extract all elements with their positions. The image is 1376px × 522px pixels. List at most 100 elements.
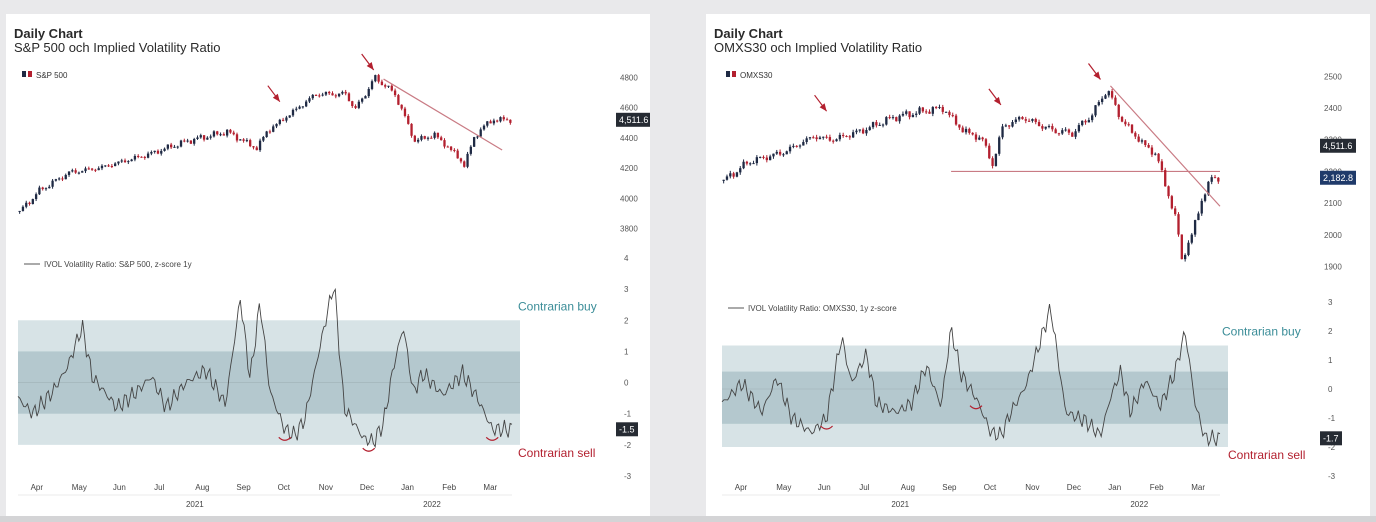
candle <box>729 173 732 177</box>
candle <box>792 145 795 147</box>
candle <box>1027 120 1031 122</box>
candle <box>71 170 74 172</box>
indicator-tick-label: -2 <box>1328 443 1336 452</box>
trend-line <box>1109 85 1221 207</box>
x-month-label: Apr <box>735 483 748 492</box>
candle <box>1011 122 1014 127</box>
x-month-label: Dec <box>1067 483 1081 492</box>
candle <box>21 206 25 211</box>
candle <box>34 194 38 200</box>
legend-swatch-down <box>28 71 32 77</box>
candle <box>915 113 918 115</box>
candle <box>25 202 28 207</box>
candle <box>1183 254 1187 260</box>
candle <box>285 117 288 121</box>
price-tag-secondary-label: 4,511.6 <box>1323 141 1352 151</box>
candle <box>420 136 423 140</box>
candle <box>828 137 832 141</box>
candle <box>908 111 911 118</box>
price-tick-label: 4000 <box>620 194 638 203</box>
candle <box>921 107 925 112</box>
candle <box>1034 119 1037 123</box>
candle <box>229 129 232 133</box>
candle <box>745 161 749 164</box>
candle <box>146 153 150 158</box>
candle <box>446 146 449 148</box>
candle <box>281 119 285 121</box>
candle <box>331 93 334 96</box>
candle <box>838 134 842 140</box>
candle <box>1140 140 1144 142</box>
candle <box>321 94 324 96</box>
candle <box>337 93 341 97</box>
candle <box>742 161 745 169</box>
candle <box>482 125 486 130</box>
candle <box>1100 98 1104 103</box>
x-month-label: Sep <box>942 483 957 492</box>
candle <box>1107 91 1110 96</box>
candle <box>855 130 858 133</box>
candle <box>107 165 110 167</box>
trend-line <box>383 78 503 151</box>
candle <box>183 140 186 142</box>
candle <box>476 136 479 138</box>
candle <box>163 148 166 151</box>
price-tick-label: 1900 <box>1324 262 1342 271</box>
candle <box>1170 196 1174 209</box>
x-month-label: Sep <box>236 483 251 492</box>
candle <box>239 139 242 141</box>
price-tick-label: 4400 <box>620 134 638 143</box>
x-month-label: May <box>776 483 791 492</box>
candle <box>216 131 219 135</box>
contrarian-buy-label: Contrarian buy <box>1222 325 1301 339</box>
candle <box>67 171 71 175</box>
candle <box>199 135 202 138</box>
candle <box>1177 214 1180 235</box>
x-month-label: Nov <box>1025 483 1039 492</box>
candle <box>842 134 845 136</box>
candle <box>275 123 278 127</box>
indicator-tick-label: 0 <box>624 379 629 388</box>
candle <box>735 172 739 177</box>
candle <box>1037 122 1041 127</box>
candle <box>1210 177 1213 182</box>
candle <box>1081 120 1084 126</box>
candle <box>1117 104 1120 117</box>
candle <box>318 95 321 97</box>
candle <box>354 106 357 108</box>
candle <box>430 137 433 139</box>
indicator-last-tag <box>616 422 638 437</box>
candle <box>94 169 97 171</box>
candle <box>1094 105 1097 116</box>
candle <box>469 146 472 154</box>
candle <box>925 111 928 113</box>
candle <box>166 144 169 149</box>
candle <box>944 111 948 113</box>
price-last-tag <box>1320 170 1356 185</box>
price-tick-label: 2000 <box>1324 231 1342 240</box>
candle <box>114 163 117 167</box>
candle <box>443 140 446 147</box>
candle <box>38 187 41 195</box>
candle <box>463 161 466 167</box>
candle <box>54 179 58 181</box>
candle <box>812 137 815 139</box>
price-tick-label: 2100 <box>1324 199 1342 208</box>
candle <box>931 107 934 114</box>
candle <box>865 129 868 134</box>
indicator-tick-label: 4 <box>624 254 629 263</box>
candle <box>400 104 403 109</box>
candle <box>1157 153 1160 162</box>
candle <box>1150 147 1154 155</box>
candle <box>888 117 891 119</box>
candle <box>1193 220 1197 235</box>
candle <box>489 121 492 124</box>
candle <box>988 145 991 159</box>
candle <box>416 139 420 142</box>
candle <box>765 157 768 161</box>
candle <box>77 172 81 174</box>
candle <box>1057 133 1061 135</box>
candle <box>1197 213 1200 221</box>
x-month-label: Jan <box>401 483 414 492</box>
candle <box>1147 145 1150 148</box>
